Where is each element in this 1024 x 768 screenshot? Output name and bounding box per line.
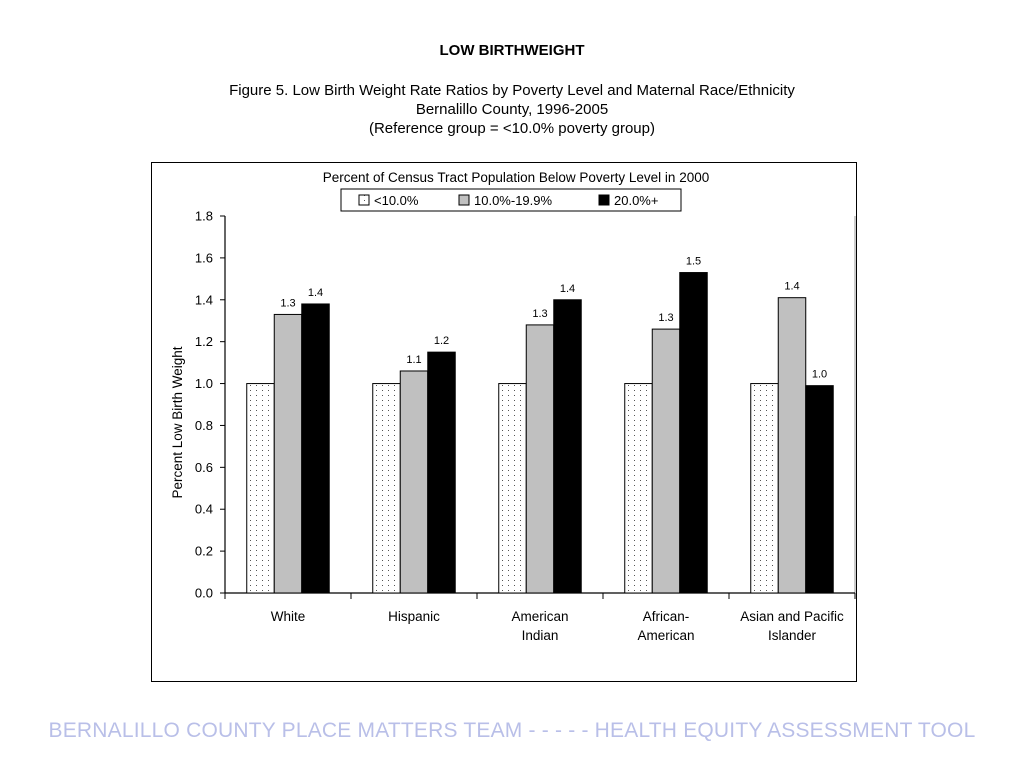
footer-banner: BERNALILLO COUNTY PLACE MATTERS TEAM - -… bbox=[48, 719, 976, 742]
data-label: 1.3 bbox=[280, 297, 295, 309]
legend-label: 10.0%-19.9% bbox=[474, 193, 552, 208]
bar bbox=[246, 383, 275, 594]
figure-subtitle: Bernalillo County, 1996-2005 bbox=[415, 101, 609, 118]
bar bbox=[427, 351, 456, 594]
figure-caption: Figure 5. Low Birth Weight Rate Ratios b… bbox=[229, 82, 795, 99]
bar bbox=[525, 324, 555, 594]
data-label: 1.4 bbox=[784, 281, 799, 293]
data-label: 1.0 bbox=[812, 369, 827, 381]
y-tick-label: 0.6 bbox=[195, 460, 213, 475]
bar bbox=[679, 272, 708, 594]
x-category-label: White bbox=[271, 609, 306, 624]
page-title: LOW BIRTHWEIGHT bbox=[439, 42, 585, 59]
chart-title: Percent of Census Tract Population Below… bbox=[323, 170, 709, 185]
data-label: 1.4 bbox=[308, 287, 323, 299]
y-tick-label: 0.2 bbox=[195, 544, 213, 559]
y-tick-label: 0.4 bbox=[195, 502, 213, 517]
y-tick-label: 0.8 bbox=[195, 418, 213, 433]
y-tick-label: 1.4 bbox=[195, 292, 213, 307]
bar bbox=[651, 328, 681, 594]
x-category-label: Indian bbox=[522, 628, 559, 643]
bar bbox=[553, 299, 582, 594]
bar bbox=[805, 385, 834, 594]
x-category-label: Islander bbox=[768, 628, 817, 643]
x-category-label: African- bbox=[643, 609, 690, 624]
y-tick-label: 1.8 bbox=[195, 209, 213, 224]
data-label: 1.4 bbox=[560, 283, 575, 295]
data-label: 1.2 bbox=[434, 335, 449, 347]
figure-note: (Reference group = <10.0% poverty group) bbox=[368, 120, 655, 137]
bar bbox=[273, 313, 303, 594]
x-category-label: American bbox=[511, 609, 568, 624]
x-category-label: American bbox=[637, 628, 694, 643]
legend-swatch bbox=[598, 194, 610, 206]
chart-frame: Percent of Census Tract Population Below… bbox=[151, 162, 857, 682]
bar bbox=[777, 297, 807, 594]
data-label: 1.5 bbox=[686, 256, 701, 268]
bar bbox=[624, 383, 653, 594]
bar-chart: Percent of Census Tract Population Below… bbox=[170, 170, 856, 643]
bar bbox=[399, 370, 429, 594]
legend-label: 20.0%+ bbox=[614, 193, 658, 208]
y-tick-label: 0.0 bbox=[195, 586, 213, 601]
data-label: 1.1 bbox=[406, 354, 421, 366]
y-tick-label: 1.0 bbox=[195, 376, 213, 391]
x-category-label: Asian and Pacific bbox=[740, 609, 844, 624]
data-label: 1.3 bbox=[532, 308, 547, 320]
bar bbox=[372, 383, 401, 594]
legend-label: <10.0% bbox=[374, 193, 419, 208]
data-label: 1.3 bbox=[658, 312, 673, 324]
x-category-label: Hispanic bbox=[388, 609, 440, 624]
y-tick-label: 1.6 bbox=[195, 250, 213, 265]
legend-box bbox=[340, 188, 682, 212]
legend-swatch bbox=[358, 194, 370, 206]
bar bbox=[750, 383, 779, 594]
y-tick-label: 1.2 bbox=[195, 334, 213, 349]
legend-swatch bbox=[458, 194, 470, 206]
bar bbox=[498, 383, 527, 594]
bar bbox=[301, 303, 330, 594]
y-axis-label: Percent Low Birth Weight bbox=[170, 346, 185, 498]
